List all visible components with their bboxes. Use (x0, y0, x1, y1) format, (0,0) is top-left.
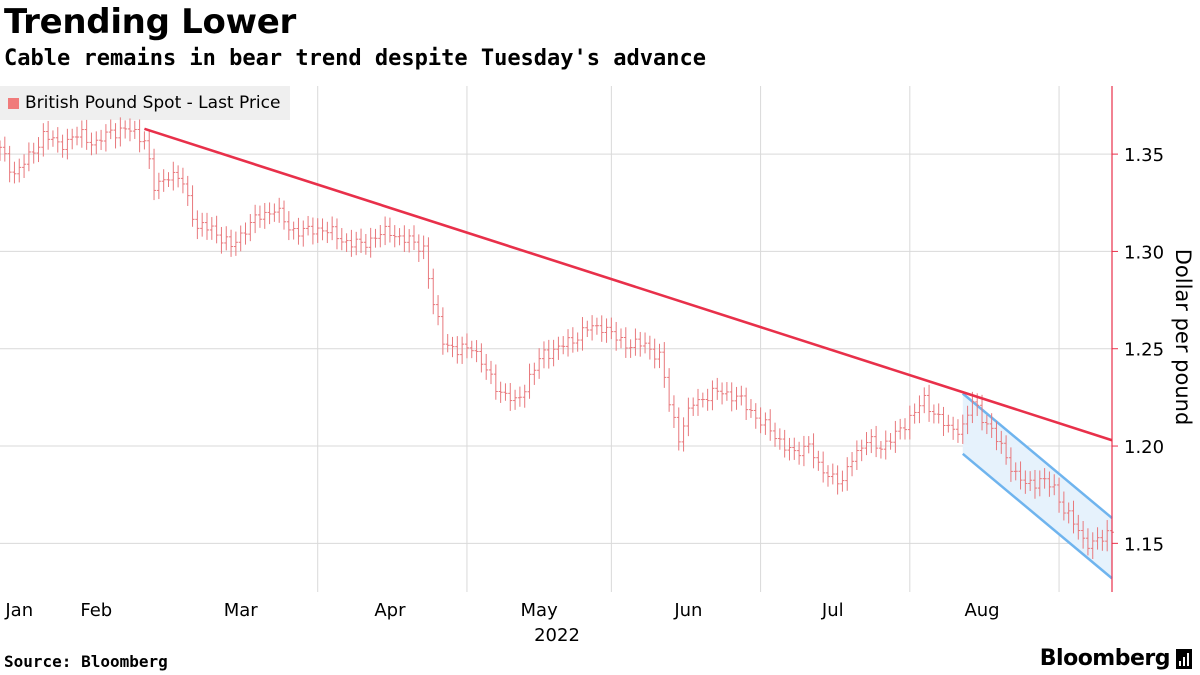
price-series (0, 117, 1114, 559)
channel-group (961, 392, 1113, 580)
x-axis-year-label: 2022 (534, 625, 580, 646)
x-tick-label: Aug (964, 600, 999, 621)
y-axis-title: Dollar per pound (1171, 249, 1195, 426)
y-tick-label: 1.30 (1124, 242, 1164, 263)
chart-subtitle: Cable remains in bear trend despite Tues… (4, 46, 706, 71)
x-tick-label: Jan (4, 600, 33, 621)
channel-fill (962, 393, 1112, 579)
channel-upper-line (961, 392, 1113, 520)
x-tick-label: Jul (821, 600, 844, 621)
source-note: Source: Bloomberg (4, 652, 168, 671)
x-tick-label: May (521, 600, 559, 621)
x-tick-label: Apr (374, 600, 406, 621)
gridlines (0, 86, 1112, 592)
legend: British Pound Spot - Last Price (0, 86, 291, 120)
brand-logo: Bloomberg (1040, 646, 1192, 671)
x-tick-label: Jun (673, 600, 702, 621)
bar-chart-icon (1176, 648, 1192, 669)
y-tick-label: 1.25 (1124, 340, 1164, 361)
brand-name: Bloomberg (1039, 646, 1171, 671)
y-tick-label: 1.35 (1124, 145, 1164, 166)
channel-lower-line (961, 452, 1113, 580)
legend-swatch (8, 97, 19, 109)
x-tick-label: Mar (224, 600, 259, 621)
x-tick-label: Feb (80, 600, 112, 621)
legend-label: British Pound Spot - Last Price (25, 93, 281, 113)
bear-trendline (144, 127, 1113, 442)
chart-title: Trending Lower (4, 2, 296, 42)
trendline-group (144, 127, 1113, 442)
y-tick-label: 1.20 (1124, 437, 1164, 458)
axes: 1.15 1.20 1.25 1.30 1.35 Jan Feb Mar Apr May Jun Ju… (4, 86, 1195, 646)
y-tick-label: 1.15 (1124, 534, 1164, 555)
